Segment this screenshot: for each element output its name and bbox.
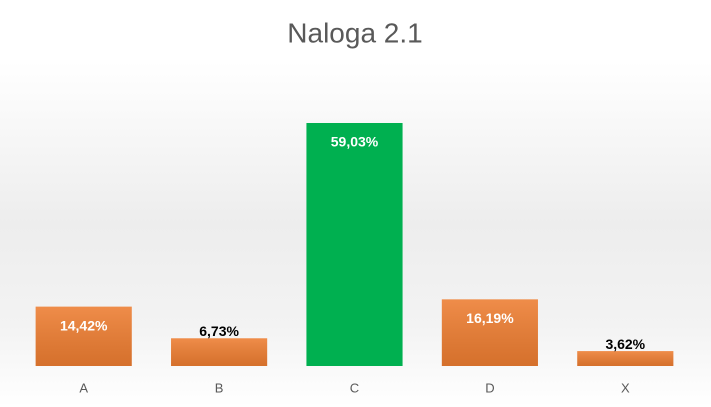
value-label: 6,73% (199, 323, 239, 339)
x-tick-label: D (485, 380, 494, 395)
bar-shade (35, 306, 132, 366)
bar-shade (171, 338, 268, 366)
x-tick-label: B (215, 380, 224, 395)
bar (306, 123, 403, 366)
x-tick-label: A (79, 380, 88, 395)
value-label: 16,19% (466, 310, 514, 326)
value-label: 14,42% (60, 317, 108, 333)
x-tick-label: X (621, 380, 630, 395)
bar-shade (577, 351, 674, 366)
x-tick-label: C (350, 380, 359, 395)
chart-title: Naloga 2.1 (287, 17, 422, 48)
value-label: 59,03% (331, 134, 379, 150)
bar-shade (441, 299, 538, 366)
value-label: 3,62% (605, 336, 645, 352)
